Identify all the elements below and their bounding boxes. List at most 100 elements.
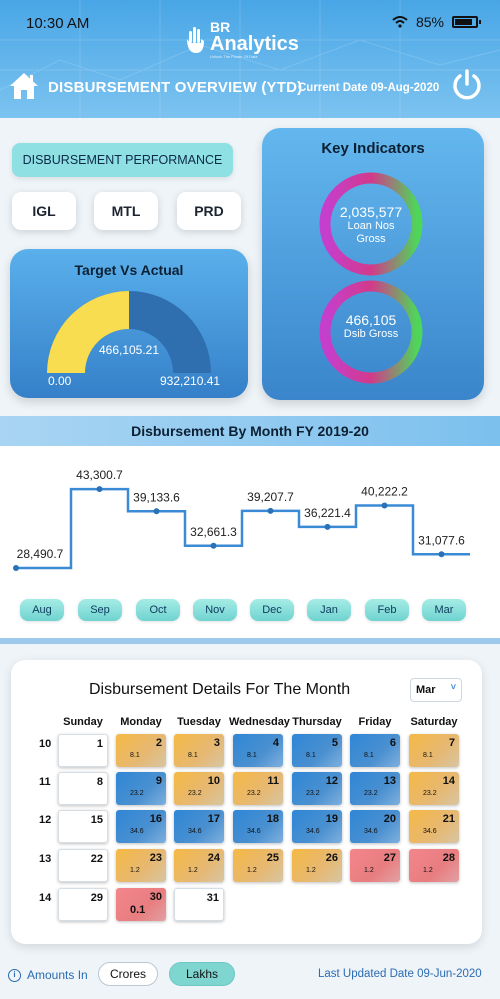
calendar-day-2[interactable]: 2 8.1 [116, 734, 166, 767]
dsib-gross-label: Dsib Gross [343, 328, 399, 340]
calendar-day-18[interactable]: 18 34.6 [233, 810, 283, 843]
prd-button[interactable]: PRD [177, 192, 241, 230]
day-number: 9 [155, 775, 162, 787]
calendar-day-20[interactable]: 20 34.6 [350, 810, 400, 843]
month-tab-jan[interactable]: Jan [307, 599, 351, 621]
loan-nos-label-2: Gross [356, 233, 386, 245]
week-number: 11 [39, 776, 51, 788]
status-time: 10:30 AM [26, 15, 90, 32]
day-number: 13 [383, 775, 396, 787]
data-point-sep[interactable] [96, 486, 103, 493]
day-number: 22 [90, 853, 103, 865]
month-tab-aug[interactable]: Aug [20, 599, 64, 621]
calendar-day-17[interactable]: 17 34.6 [174, 810, 224, 843]
day-number: 30 [149, 891, 162, 903]
day-number: 25 [266, 852, 279, 864]
weekday-tuesday: Tuesday [177, 716, 221, 728]
igl-button[interactable]: IGL [12, 192, 76, 230]
home-icon[interactable] [8, 70, 40, 102]
day-value: 23.2 [188, 790, 202, 797]
calendar-day-3[interactable]: 3 8.1 [174, 734, 224, 767]
power-icon[interactable] [450, 68, 484, 102]
data-label-aug: 28,490.7 [17, 547, 64, 561]
info-icon[interactable]: i [8, 969, 21, 982]
calendar-day-6[interactable]: 6 8.1 [350, 734, 400, 767]
calendar-day-14[interactable]: 14 23.2 [409, 772, 459, 805]
calendar-day-8[interactable]: 8 [58, 772, 108, 805]
day-number: 3 [213, 737, 220, 749]
day-number: 1 [96, 738, 103, 750]
day-value: 34.6 [130, 828, 144, 835]
data-label-feb: 40,222.2 [361, 484, 408, 498]
calendar-day-23[interactable]: 23 1.2 [116, 849, 166, 882]
week-number: 10 [39, 738, 52, 750]
day-number: 23 [149, 852, 162, 864]
day-number: 15 [90, 814, 103, 826]
dsib-gross-value: 466,105 [345, 312, 397, 328]
calendar-day-24[interactable]: 24 1.2 [174, 849, 224, 882]
calendar-day-13[interactable]: 13 23.2 [350, 772, 400, 805]
data-point-nov[interactable] [210, 542, 217, 549]
logo-br-text: BR [210, 19, 231, 35]
br-analytics-logo: BR Analytics Unlock The Power Of Data [186, 20, 299, 59]
calendar-day-1[interactable]: 1 [58, 734, 108, 767]
month-tab-nov[interactable]: Nov [193, 599, 237, 621]
month-tab-feb[interactable]: Feb [365, 599, 409, 621]
data-point-mar[interactable] [438, 551, 445, 558]
wifi-icon [392, 16, 408, 28]
data-point-feb[interactable] [381, 502, 388, 509]
mtl-button[interactable]: MTL [94, 192, 158, 230]
calendar-day-21[interactable]: 21 34.6 [409, 810, 459, 843]
calendar-day-15[interactable]: 15 [58, 810, 108, 843]
calendar-day-29[interactable]: 29 [58, 888, 108, 921]
lakhs-button[interactable]: Lakhs [169, 962, 235, 986]
data-point-dec[interactable] [267, 507, 274, 514]
target-vs-actual-card: Target Vs Actual 466,105.21 0.00 932,210… [10, 249, 248, 398]
day-number: 6 [389, 737, 396, 749]
week-number: 13 [39, 853, 52, 865]
calendar-day-4[interactable]: 4 8.1 [233, 734, 283, 767]
calendar-day-5[interactable]: 5 8.1 [292, 734, 342, 767]
loan-nos-ring [319, 172, 423, 276]
calendar-day-30[interactable]: 30 0.1 [116, 888, 166, 921]
crores-button[interactable]: Crores [98, 962, 158, 986]
day-number: 12 [325, 775, 338, 787]
calendar-day-11[interactable]: 11 23.2 [233, 772, 283, 805]
month-tab-sep[interactable]: Sep [78, 599, 122, 621]
calendar-day-27[interactable]: 27 1.2 [350, 849, 400, 882]
calendar-day-16[interactable]: 16 34.6 [116, 810, 166, 843]
header-background-pattern [0, 0, 500, 118]
calendar-day-22[interactable]: 22 [58, 849, 108, 882]
disbursement-performance-label: DISBURSEMENT PERFORMANCE [12, 143, 233, 177]
dsib-gross-ring-text: 466,105 Dsib Gross [317, 312, 425, 341]
day-number: 21 [442, 813, 455, 825]
month-select[interactable]: Mar ˅ [410, 678, 462, 702]
data-label-dec: 39,207.7 [247, 490, 294, 504]
calendar-day-25[interactable]: 25 1.2 [233, 849, 283, 882]
weekday-wednesday: Wednesday [229, 716, 290, 728]
calendar-day-28[interactable]: 28 1.2 [409, 849, 459, 882]
calendar-day-19[interactable]: 19 34.6 [292, 810, 342, 843]
month-tab-dec[interactable]: Dec [250, 599, 294, 621]
data-point-jan[interactable] [324, 523, 331, 530]
calendar-day-10[interactable]: 10 23.2 [174, 772, 224, 805]
day-value: 34.6 [188, 828, 202, 835]
calendar-day-26[interactable]: 26 1.2 [292, 849, 342, 882]
day-value: 1.2 [423, 867, 433, 874]
day-value: 34.6 [423, 828, 437, 835]
day-number: 16 [149, 813, 162, 825]
month-tab-mar[interactable]: Mar [422, 599, 466, 621]
data-label-nov: 32,661.3 [190, 525, 237, 539]
week-number: 14 [39, 892, 52, 904]
data-point-oct[interactable] [153, 508, 160, 515]
dsib-gross-ring [319, 280, 423, 384]
calendar-day-9[interactable]: 9 23.2 [116, 772, 166, 805]
calendar-day-31[interactable]: 31 [174, 888, 224, 921]
week-number: 12 [39, 814, 52, 826]
day-number: 10 [207, 775, 220, 787]
calendar-day-12[interactable]: 12 23.2 [292, 772, 342, 805]
loan-nos-ring-text: 2,035,577 Loan Nos Gross [317, 204, 425, 246]
data-point-aug[interactable] [13, 565, 19, 572]
month-tab-oct[interactable]: Oct [136, 599, 180, 621]
calendar-day-7[interactable]: 7 8.1 [409, 734, 459, 767]
